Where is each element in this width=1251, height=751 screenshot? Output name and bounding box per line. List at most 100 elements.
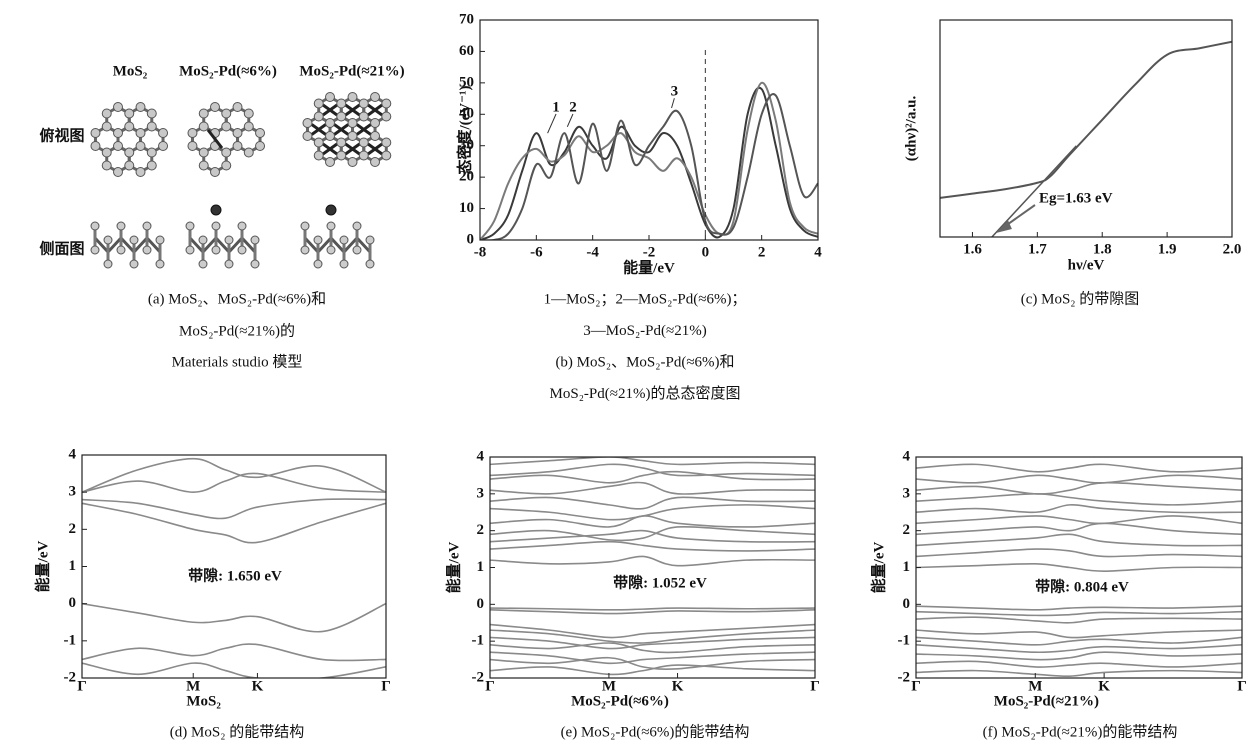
atom (353, 246, 361, 254)
band-line (82, 644, 386, 660)
band-line (490, 497, 815, 509)
atom (326, 119, 335, 128)
atom (303, 119, 312, 128)
band-line (916, 516, 1242, 523)
band-line (490, 542, 815, 551)
band-line (490, 608, 815, 610)
atom (104, 260, 112, 268)
atom (125, 122, 134, 131)
atom (91, 246, 99, 254)
atom (102, 161, 111, 170)
atom (371, 119, 380, 128)
x-tick-label: 1.7 (1028, 241, 1047, 257)
atom (130, 260, 138, 268)
atom (114, 103, 123, 112)
view-label: 侧面图 (39, 239, 84, 257)
band-line (82, 663, 386, 679)
atom (337, 138, 346, 147)
atom (348, 119, 357, 128)
x-tick-label: Γ (77, 678, 87, 694)
y-tick-label: 4 (477, 448, 485, 464)
atom (102, 122, 111, 131)
atom (366, 236, 374, 244)
band-line (82, 503, 386, 542)
atom (91, 222, 99, 230)
plot-area (490, 457, 815, 674)
atom (199, 260, 207, 268)
x-tick-label: K (252, 678, 264, 694)
x-tick-label: 1.8 (1093, 241, 1112, 257)
x-axis-label: 能量/eV (623, 258, 675, 276)
band-line (916, 475, 1242, 483)
y-tick-label: 0 (477, 596, 485, 612)
atom (382, 138, 391, 147)
y-tick-label: 3 (477, 485, 485, 501)
atom (233, 103, 242, 112)
band-line (916, 612, 1242, 616)
atom (244, 109, 253, 118)
atom (340, 260, 348, 268)
atom (314, 236, 322, 244)
caption: Materials studio 模型 (172, 353, 303, 370)
atom (303, 132, 312, 141)
caption: (f) MoS₂-Pd(≈21%)的能带结构 (983, 723, 1178, 740)
atom (136, 129, 145, 138)
band-line (490, 457, 815, 464)
atom (301, 246, 309, 254)
atom (337, 151, 346, 160)
pd-atom (211, 205, 221, 215)
y-tick-label: 4 (69, 446, 77, 462)
y-tick-label: 2 (69, 521, 77, 537)
band-line (916, 637, 1242, 644)
band-line (916, 630, 1242, 638)
band-line (916, 464, 1242, 472)
atom (314, 151, 323, 160)
atom (136, 142, 145, 151)
atom (244, 122, 253, 131)
band-line (490, 630, 815, 643)
atom (314, 112, 323, 121)
atom (156, 260, 164, 268)
atom (117, 246, 125, 254)
atom (256, 142, 265, 151)
y-tick-label: 60 (459, 43, 474, 59)
band-line (916, 494, 1242, 505)
band-line (916, 606, 1242, 610)
band-line (916, 505, 1242, 513)
atom (211, 168, 220, 177)
atom (371, 93, 380, 102)
atom (301, 222, 309, 230)
caption: 3—MoS₂-Pd(≈21%) (583, 323, 706, 339)
band-line (916, 645, 1242, 652)
atom (314, 138, 323, 147)
atom (136, 168, 145, 177)
y-tick-label: 2 (477, 522, 485, 538)
atom (211, 103, 220, 112)
annotation: 带隙: 1.650 eV (188, 566, 282, 584)
atom (348, 93, 357, 102)
page: MoS₂ MoS₂-Pd(≈6%) MoS₂-Pd(≈21%) 俯视图 侧面图 … (0, 0, 1251, 751)
plot-area (480, 83, 818, 241)
band-line (490, 516, 815, 527)
x-tick-label: K (672, 678, 684, 694)
atom (188, 142, 197, 151)
absorption-curve (940, 42, 1232, 198)
atom (244, 148, 253, 157)
y-tick-label: 10 (459, 200, 474, 216)
atom (353, 222, 361, 230)
caption: (b) MoS₂、MoS₂-Pd(≈6%)和 (555, 353, 734, 370)
y-tick-label: 70 (459, 11, 474, 27)
x-tick-label: -6 (530, 244, 543, 260)
x-tick-label: -4 (586, 244, 599, 260)
caption: MoS₂-Pd(≈21%)的 (179, 322, 295, 339)
x-tick-label: M (1028, 678, 1042, 694)
atom (233, 129, 242, 138)
atom (91, 129, 100, 138)
atom (327, 222, 335, 230)
atom (91, 142, 100, 151)
y-axis-label: 能量/eV (869, 542, 887, 594)
y-tick-label: -2 (64, 669, 77, 685)
pd-atom (326, 205, 336, 215)
molecular-models (91, 93, 391, 269)
atom (340, 236, 348, 244)
